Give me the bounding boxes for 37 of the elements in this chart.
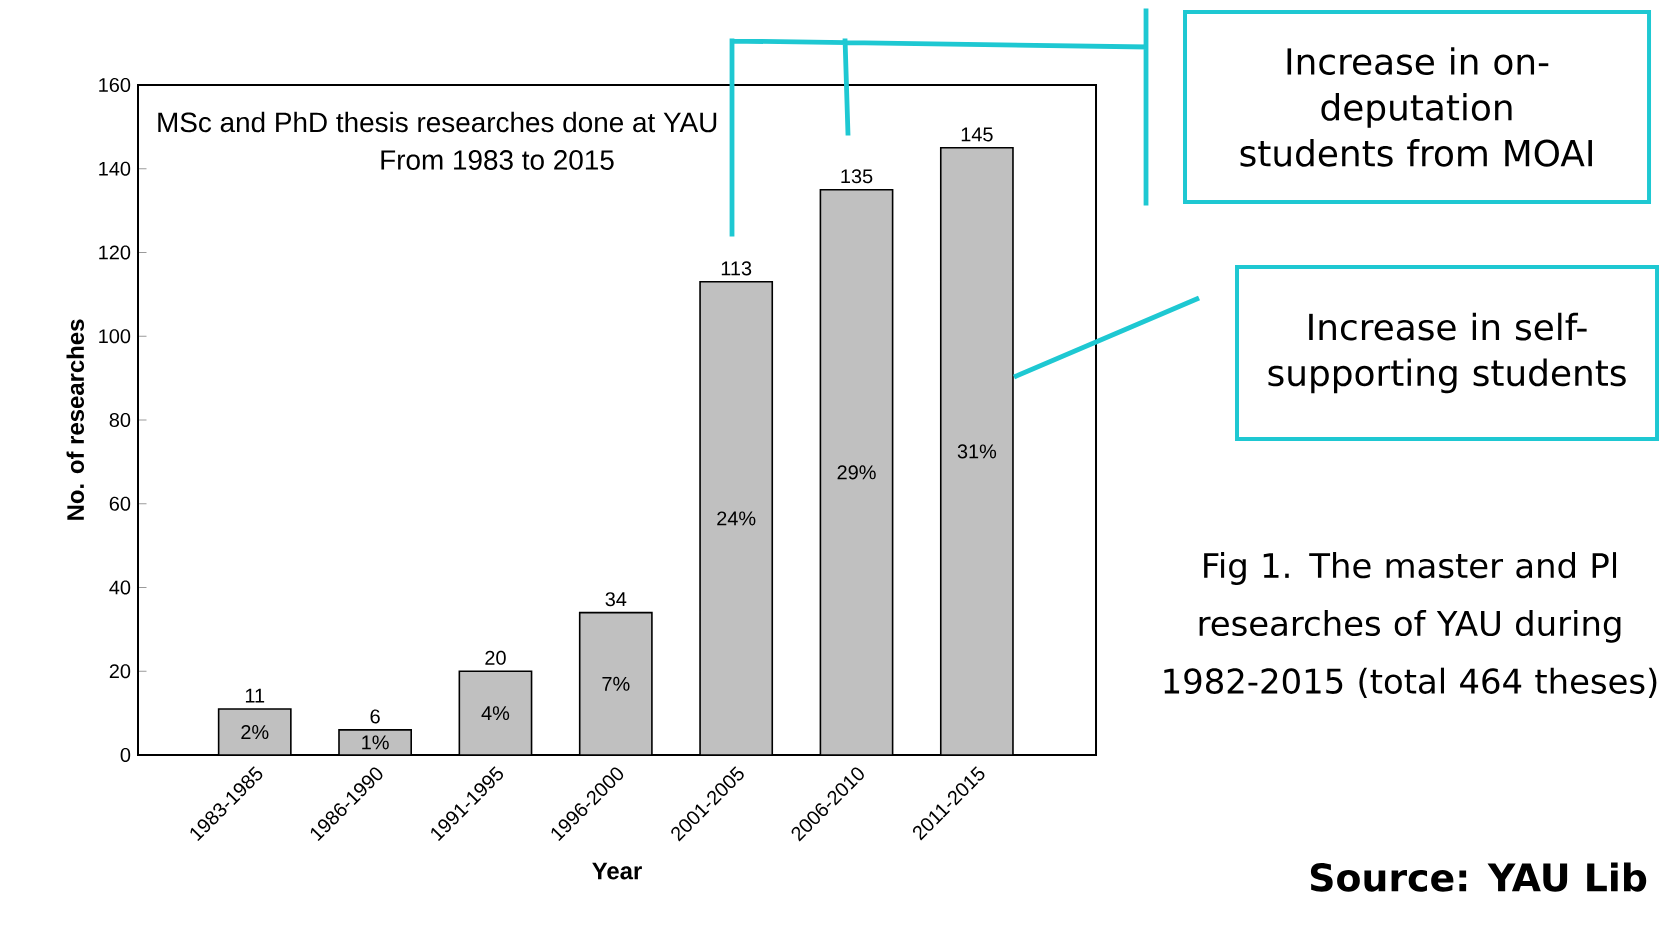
bar bbox=[459, 671, 532, 756]
y-tick-label: 120 bbox=[99, 245, 131, 260]
annotation: 24% bbox=[717, 511, 756, 526]
annotation: 1% bbox=[362, 735, 389, 750]
text: From 1983 to 2015 bbox=[381, 150, 614, 170]
y-axis-title: No. of researches bbox=[66, 319, 85, 520]
data-label: 113 bbox=[721, 261, 752, 276]
y-tick-label: 80 bbox=[109, 412, 131, 428]
annotation: 29% bbox=[837, 465, 876, 480]
data-label: 11 bbox=[245, 688, 265, 703]
data-label: 145 bbox=[961, 127, 993, 142]
bar bbox=[218, 708, 291, 756]
caption: Fig 1. The master and Pl researches of YAU during 1982-2015 (total 464 theses) bbox=[1164, 552, 1657, 698]
text: Increase in on-deputation students from MOAI bbox=[1240, 47, 1592, 167]
y-tick-label: 140 bbox=[99, 161, 131, 176]
data-label: 6 bbox=[370, 709, 380, 724]
bar bbox=[939, 147, 1014, 756]
annotation: 31% bbox=[957, 444, 997, 459]
data-label: 135 bbox=[841, 169, 873, 184]
data-label: 34 bbox=[605, 592, 627, 607]
source-note: Source: YAU Lib bbox=[1310, 862, 1647, 892]
bar bbox=[700, 281, 773, 756]
bar bbox=[579, 612, 652, 756]
annotation: 7% bbox=[602, 676, 630, 691]
text: Increase in self-supporting students bbox=[1268, 312, 1626, 394]
annotation: 4% bbox=[481, 706, 510, 721]
x-axis-title: Year bbox=[592, 862, 642, 880]
y-tick-label: 160 bbox=[99, 77, 131, 93]
data-label: 20 bbox=[485, 650, 506, 665]
y-tick-label: 60 bbox=[109, 496, 131, 511]
y-tick-label: 20 bbox=[109, 664, 131, 679]
bar bbox=[820, 189, 893, 756]
y-tick-label: 40 bbox=[109, 580, 131, 595]
text: MSc and PhD thesis researches done at YAU bbox=[158, 111, 717, 133]
y-tick-label: 0 bbox=[120, 747, 131, 763]
annotation: 2% bbox=[241, 724, 269, 739]
y-tick-label: 100 bbox=[99, 329, 131, 344]
